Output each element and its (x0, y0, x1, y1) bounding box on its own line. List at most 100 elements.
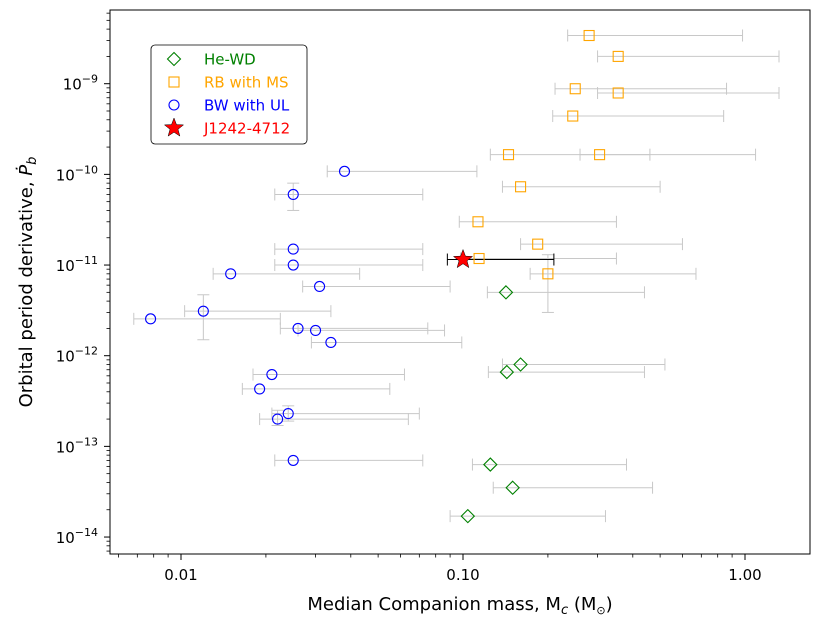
x-errorbar (597, 50, 780, 63)
bw-with-ul-point (338, 165, 351, 177)
he-wd-point (505, 480, 520, 495)
rb-with-ms-point (567, 110, 579, 122)
x-errorbar (552, 110, 725, 123)
rb-with-ms-point (472, 216, 484, 228)
he-wd-point (483, 457, 498, 472)
x-axis-label: Median Companion mass, Mc (M⊙) (307, 594, 612, 618)
plot-frame (109, 9, 811, 555)
y-tick-label: 10−14 (56, 526, 98, 547)
legend-entry: RB with MS (168, 74, 289, 92)
x-errorbar (302, 280, 451, 293)
y-errorbar (541, 254, 554, 313)
j1242-4712-point (452, 248, 474, 269)
bw-with-ul-point (314, 280, 326, 293)
y-axis-label-subscript: b (25, 157, 40, 165)
x-errorbar (252, 368, 405, 381)
y-errorbar (197, 294, 210, 341)
bw-with-ul-point (292, 322, 304, 334)
rb-with-ms-point (515, 181, 527, 193)
x-errorbar (297, 324, 446, 337)
rb-with-ms-point (532, 238, 544, 250)
bw-with-ul-point (310, 324, 322, 336)
x-errorbar (310, 336, 463, 349)
legend-box (150, 44, 308, 145)
x-errorbar (259, 413, 409, 426)
tick-layer: 0.01 0.10 1.00 10−14 10−13 10−12 10−11 10−10 10−… (56, 12, 762, 584)
rb-with-ms-point (473, 252, 485, 265)
x-errorbar (271, 407, 420, 420)
he-wd-point (513, 357, 528, 372)
bw-with-ul-point (225, 268, 237, 280)
legend-label: BW with UL (204, 97, 290, 115)
x-errorbar (520, 238, 683, 251)
bw-with-ul-point (325, 336, 337, 349)
legend-entry: J1242-4712 (163, 117, 290, 138)
legend-marker (168, 76, 180, 88)
y-tick-label: 10−9 (63, 73, 98, 94)
rb-with-ms-point (569, 83, 581, 95)
bw-with-ul-point (287, 454, 299, 466)
legend-label: J1242-4712 (203, 120, 290, 138)
y-tick-label: 10−10 (56, 163, 98, 184)
rb-with-ms-point (612, 50, 624, 62)
x-tick-label: 0.10 (446, 566, 479, 584)
x-errorbar (184, 305, 332, 318)
y-tick-label: 10−13 (56, 435, 98, 456)
x-errorbar (486, 286, 645, 299)
rb-with-ms-point (542, 268, 554, 280)
x-errorbar (274, 188, 424, 201)
x-axis-label-unit-open: (M (568, 594, 596, 615)
y-errorbar (271, 409, 284, 426)
x-errorbar (279, 322, 429, 335)
x-errorbar (501, 180, 661, 193)
x-errorbar (274, 259, 424, 272)
x-tick-label: 0.01 (164, 566, 197, 584)
rb-with-ms-point (583, 29, 595, 42)
bw-with-ul-point (145, 313, 157, 325)
bw-with-ul-point (287, 243, 299, 255)
x-errorbar (567, 29, 744, 42)
bw-with-ul-point (282, 408, 294, 420)
y-axis-label-text: Orbital period derivative, (16, 176, 37, 408)
legend: He-WD RB with MS BW with UL J1242-4712 (150, 44, 308, 145)
bw-with-ul-point (287, 259, 299, 271)
rb-with-ms-point (502, 149, 515, 161)
legend-entry: BW with UL (168, 97, 290, 115)
bw-with-ul-point (266, 368, 278, 381)
x-errorbar (501, 358, 666, 371)
he-wd-point (498, 285, 514, 300)
bw-with-ul-point (197, 305, 209, 317)
x-errorbar (492, 481, 654, 494)
x-errorbar (579, 148, 757, 161)
errorbar-layer (133, 29, 780, 523)
bw-with-ul-point (254, 383, 266, 395)
bw-with-ul-point (287, 188, 299, 201)
x-errorbar (449, 510, 606, 523)
he-wd-point (499, 364, 515, 380)
x-errorbar (326, 165, 478, 178)
legend-label: RB with MS (204, 74, 289, 92)
x-axis-label-text: Median Companion mass, M (307, 594, 561, 615)
x-axis-label-subscript: c (561, 603, 568, 618)
x-errorbar (212, 267, 361, 280)
x-errorbar (274, 454, 424, 467)
y-errorbar (287, 182, 300, 211)
legend-marker (166, 51, 182, 67)
x-errorbar (241, 382, 391, 395)
y-axis-label: Orbital period derivative, Ṗb (16, 157, 40, 408)
marker-layer (145, 29, 624, 524)
x-errorbar (597, 86, 780, 99)
rb-with-ms-point (594, 149, 606, 161)
x-errorbar (529, 267, 697, 280)
x-axis-label-unit-subscript: ⊙ (596, 604, 605, 617)
bw-with-ul-point (272, 413, 284, 425)
x-errorbar (487, 366, 645, 379)
y-tick-label: 10−11 (56, 254, 98, 275)
x-errorbar (274, 243, 424, 256)
legend-entry: He-WD (166, 51, 256, 69)
x-errorbar (471, 458, 628, 471)
he-wd-point (460, 508, 476, 524)
y-tick-label: 10−12 (56, 345, 98, 366)
x-axis-label-unit-close: ) (606, 594, 613, 615)
